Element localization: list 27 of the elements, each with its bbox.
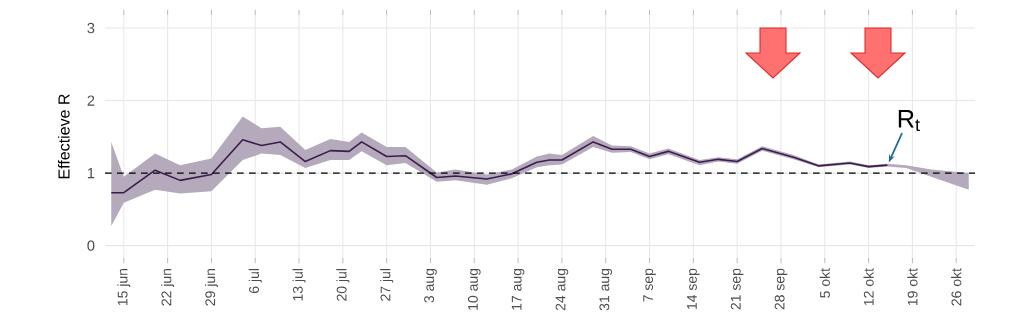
y-tick-label: 1 — [87, 168, 95, 179]
x-tick-label: 3 aug — [424, 268, 437, 303]
x-tick-label: 13 jul — [292, 268, 306, 301]
x-tick-label: 22 jun — [161, 268, 175, 306]
x-tick-label: 17 aug — [511, 268, 525, 310]
y-tick-label: 0 — [87, 240, 95, 251]
y-tick-label: 2 — [87, 95, 95, 106]
x-tick-label: 5 okt — [819, 268, 830, 298]
x-tick-label: 15 jun — [117, 268, 131, 306]
x-tick-label: 24 aug — [555, 268, 569, 311]
x-tick-label: 14 sep — [687, 268, 700, 309]
x-tick-label: 28 sep — [774, 268, 788, 310]
annotation: R$_{t}$ — [898, 110, 920, 132]
x-tick-label: 6 jul — [248, 268, 262, 293]
x-tick-label: 7 sep — [643, 268, 656, 302]
x-tick-label: 20 jul — [336, 268, 350, 301]
x-tick-label: 29 jun — [204, 268, 218, 306]
x-tick-label: 31 aug — [599, 268, 613, 311]
x-tick-label: 10 aug — [467, 268, 481, 310]
x-tick-label: 21 sep — [730, 268, 744, 310]
y-axis-title: Effectieve R — [57, 94, 70, 179]
x-tick-label: 19 okt — [907, 268, 918, 306]
x-tick-label: 27 jul — [380, 268, 394, 301]
line-series — [110, 138, 889, 194]
x-tick-label: 12 okt — [863, 268, 874, 306]
y-tick-label: 3 — [87, 22, 95, 34]
x-tick-label: 26 okt — [951, 268, 962, 306]
